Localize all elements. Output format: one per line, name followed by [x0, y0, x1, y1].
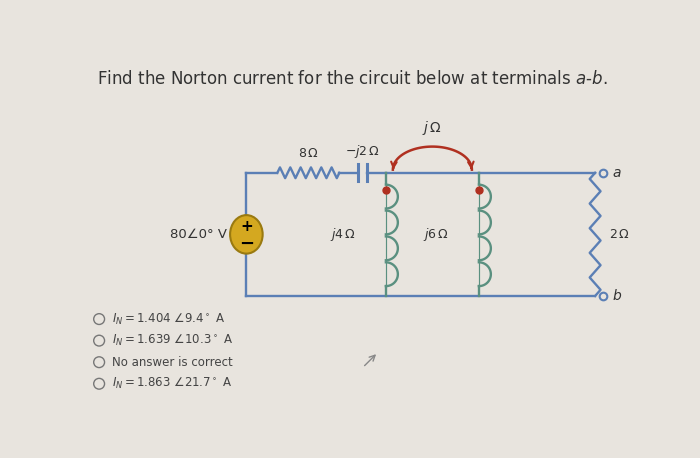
Text: +: +	[240, 219, 253, 234]
Text: $j6\,\Omega$: $j6\,\Omega$	[424, 226, 449, 243]
Text: $b$: $b$	[612, 289, 622, 304]
Text: $j\,\Omega$: $j\,\Omega$	[423, 120, 442, 137]
Text: Find the Norton current for the circuit below at terminals $a$-$b$.: Find the Norton current for the circuit …	[97, 71, 608, 88]
Text: 80∠0° V: 80∠0° V	[170, 228, 227, 241]
Text: $I_N = 1.639\ \angle 10.3^\circ\ \mathrm{A}$: $I_N = 1.639\ \angle 10.3^\circ\ \mathrm…	[111, 333, 232, 348]
Text: $2\,\Omega$: $2\,\Omega$	[609, 228, 630, 241]
Text: −: −	[239, 234, 254, 253]
Ellipse shape	[230, 215, 262, 254]
Text: $-j2\,\Omega$: $-j2\,\Omega$	[345, 143, 380, 160]
Text: No answer is correct: No answer is correct	[111, 356, 232, 369]
Text: $I_N = 1.404\ \angle 9.4^\circ\ \mathrm{A}$: $I_N = 1.404\ \angle 9.4^\circ\ \mathrm{…	[111, 311, 225, 327]
Text: $j4\,\Omega$: $j4\,\Omega$	[330, 226, 356, 243]
Text: $a$: $a$	[612, 166, 622, 180]
Text: $I_N = 1.863\ \angle 21.7^\circ\ \mathrm{A}$: $I_N = 1.863\ \angle 21.7^\circ\ \mathrm…	[111, 376, 232, 391]
Text: $8\,\Omega$: $8\,\Omega$	[298, 147, 319, 160]
